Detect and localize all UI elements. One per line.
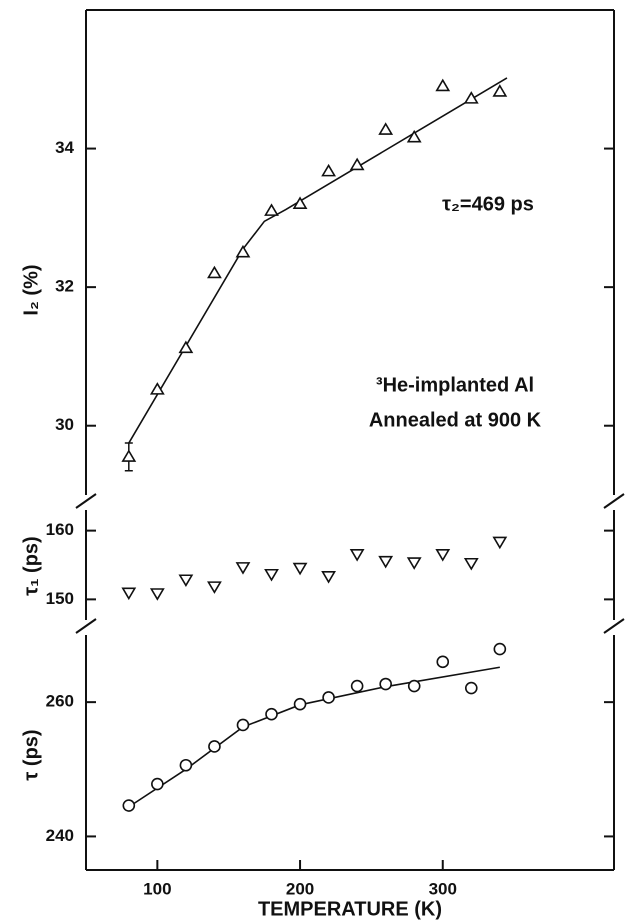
data-point (293, 697, 307, 711)
annotation: ³He-implanted Al (376, 374, 534, 396)
data-point (121, 449, 137, 462)
data-point (349, 157, 365, 171)
data-point (122, 799, 136, 812)
data-point (493, 642, 507, 656)
axis-break (603, 493, 625, 509)
y-tick-label: 240 (46, 826, 74, 845)
axis-break (75, 618, 97, 634)
data-point (208, 740, 221, 753)
data-point (235, 244, 251, 258)
y-tick-label: 30 (55, 415, 74, 434)
y-tick-label: 160 (46, 520, 74, 539)
x-tick-label: 100 (143, 879, 171, 898)
data-point (322, 691, 335, 704)
data-point (350, 679, 364, 693)
annotation: Annealed at 900 K (369, 409, 542, 431)
y-tick-label: 260 (46, 692, 74, 711)
data-point (236, 718, 250, 732)
y-tick-label: 150 (46, 589, 74, 608)
axis-break (603, 618, 625, 634)
data-point (492, 536, 508, 550)
y-axis-label: I₂ (%) (20, 264, 42, 315)
data-point (178, 340, 194, 354)
data-point (379, 677, 392, 691)
data-point (178, 574, 194, 588)
fit-line (128, 666, 500, 808)
data-point (406, 557, 422, 570)
data-point (407, 679, 421, 693)
x-tick-label: 300 (429, 879, 457, 898)
data-point (321, 163, 336, 177)
data-point (264, 568, 279, 582)
data-point (207, 581, 222, 594)
x-tick-label: 200 (286, 879, 314, 898)
data-point (151, 777, 164, 791)
data-point (149, 588, 165, 601)
data-point (321, 571, 336, 584)
data-point (149, 382, 165, 395)
y-axis-label: τ (ps) (20, 729, 42, 780)
data-point (463, 91, 479, 104)
data-point (292, 562, 308, 576)
data-point (121, 587, 137, 601)
data-point (435, 549, 451, 562)
data-point (435, 78, 451, 92)
annotation: τ₂=469 ps (442, 193, 534, 215)
data-point (463, 557, 479, 571)
y-tick-label: 32 (55, 277, 74, 296)
data-point (378, 555, 394, 569)
y-axis-label: τ₁ (ps) (20, 536, 42, 595)
data-point (406, 129, 422, 143)
data-point (207, 265, 222, 279)
axis-break (75, 493, 97, 509)
y-tick-label: 34 (55, 138, 74, 157)
data-point (436, 655, 450, 669)
x-axis-label: TEMPERATURE (K) (258, 898, 442, 920)
data-point (264, 203, 279, 216)
data-point (235, 562, 251, 575)
data-point (378, 122, 394, 135)
data-point (292, 196, 308, 209)
data-point (492, 84, 508, 97)
data-point (349, 549, 365, 562)
data-point (265, 707, 278, 721)
data-point (464, 681, 478, 695)
data-point (179, 758, 193, 772)
